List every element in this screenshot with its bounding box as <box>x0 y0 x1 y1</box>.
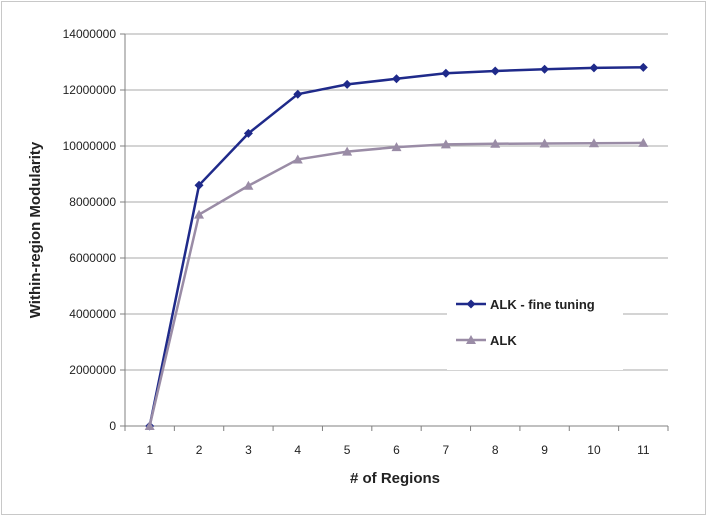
data-point <box>540 64 550 74</box>
axes <box>120 33 669 431</box>
x-tick-label: 11 <box>637 443 650 457</box>
y-tick-label: 12000000 <box>63 83 117 97</box>
data-point <box>342 79 352 89</box>
y-axis-title: Within-region Modularity <box>27 141 44 318</box>
x-tick-label: 3 <box>245 443 252 457</box>
y-tick-label: 10000000 <box>63 139 117 153</box>
y-tick-label: 0 <box>109 419 116 433</box>
data-point <box>391 142 402 152</box>
y-tick-label: 14000000 <box>63 27 117 41</box>
legend-label: ALK - fine tuning <box>490 297 595 312</box>
data-point <box>638 62 648 72</box>
y-tick-label: 8000000 <box>69 195 116 209</box>
x-axis-title: # of Regions <box>350 470 440 487</box>
data-point <box>466 299 476 309</box>
y-tick-label: 6000000 <box>69 251 116 265</box>
data-point <box>490 66 500 76</box>
data-point <box>588 138 599 148</box>
x-tick-label: 6 <box>393 443 400 457</box>
x-tick-label: 10 <box>587 443 601 457</box>
data-point <box>243 128 253 138</box>
data-point <box>243 180 254 190</box>
data-point <box>441 68 451 78</box>
data-point <box>194 180 204 190</box>
x-tick-labels: 1 2 3 4 5 6 7 8 9 10 11 <box>146 443 650 457</box>
series-alk-fine-tuning <box>145 62 648 431</box>
legend-box <box>447 284 623 370</box>
legend-item: ALK - fine tuning <box>456 297 595 312</box>
x-tick-label: 1 <box>146 443 153 457</box>
data-point <box>589 63 599 73</box>
x-tick-label: 5 <box>344 443 351 457</box>
data-point <box>293 89 303 99</box>
legend-label: ALK <box>490 333 517 348</box>
data-point <box>440 139 451 149</box>
y-tick-labels: 0 2000000 4000000 6000000 8000000 10000000 120… <box>63 27 117 433</box>
data-point <box>342 146 353 156</box>
data-point <box>466 335 476 344</box>
data-point <box>539 138 550 148</box>
y-tick-label: 2000000 <box>69 363 116 377</box>
legend-item: ALK <box>456 333 517 348</box>
x-tick-label: 4 <box>294 443 301 457</box>
data-point <box>490 138 501 148</box>
data-point <box>292 154 303 164</box>
data-point <box>638 137 649 147</box>
x-tick-label: 2 <box>196 443 203 457</box>
x-tick-label: 9 <box>541 443 548 457</box>
series-alk <box>144 137 649 430</box>
data-point <box>194 209 205 219</box>
data-point <box>392 74 401 84</box>
series-group <box>144 62 649 431</box>
x-tick-label: 7 <box>443 443 450 457</box>
y-tick-label: 4000000 <box>69 307 116 321</box>
data-point <box>144 421 155 430</box>
series-line <box>148 66 644 427</box>
x-tick-label: 8 <box>492 443 499 457</box>
legend: ALK - fine tuning ALK <box>447 284 623 370</box>
